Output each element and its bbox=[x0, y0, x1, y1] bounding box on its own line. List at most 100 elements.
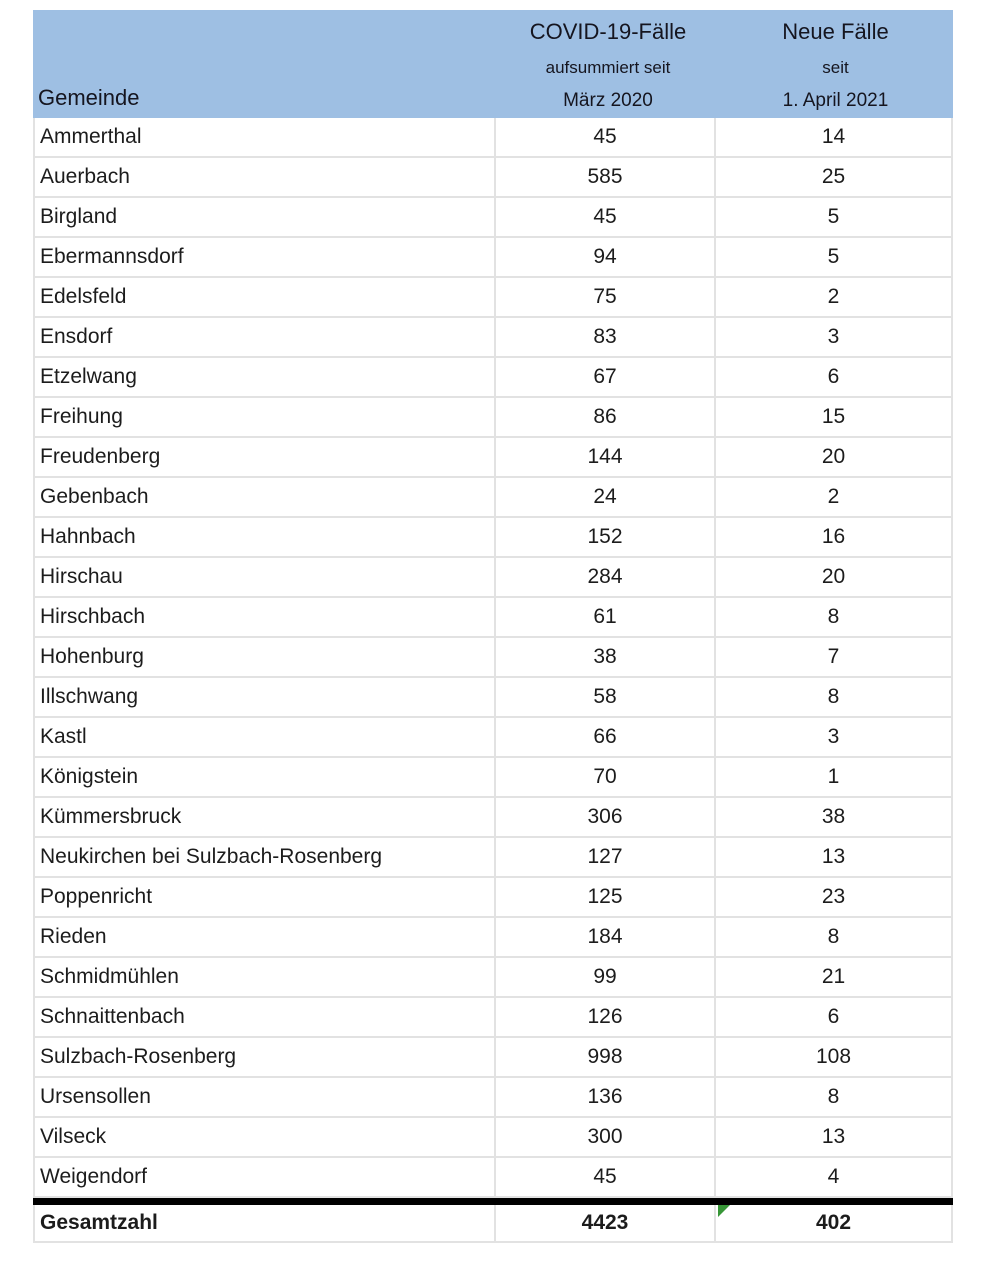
table-row: Schnaittenbach 126 6 bbox=[35, 998, 951, 1038]
table-row: Rieden 184 8 bbox=[35, 918, 951, 958]
gemeinde-cell: Illschwang bbox=[35, 678, 496, 716]
gemeinde-cell: Hohenburg bbox=[35, 638, 496, 676]
new-cases-cell: 5 bbox=[827, 205, 840, 228]
cases-cell: 300 bbox=[496, 1118, 716, 1156]
column-header-cases-line2: aufsummiert seit bbox=[545, 57, 671, 77]
table-header-row: Gemeinde COVID-19-Fälle aufsummiert seit… bbox=[33, 10, 953, 118]
gemeinde-cell: Schnaittenbach bbox=[35, 998, 496, 1036]
table-body: Ammerthal 45 14 Auerbach 585 25 Birgland… bbox=[33, 118, 953, 1198]
cases-cell: 70 bbox=[496, 758, 716, 796]
column-header-cases-line1: COVID-19-Fälle bbox=[529, 19, 687, 44]
table-row: Edelsfeld 75 2 bbox=[35, 278, 951, 318]
table-row: Neukirchen bei Sulzbach-Rosenberg 127 13 bbox=[35, 838, 951, 878]
new-cases-cell: 2 bbox=[827, 285, 840, 308]
cases-cell: 284 bbox=[496, 558, 716, 596]
cell-error-indicator-icon bbox=[718, 1205, 730, 1217]
cases-cell: 24 bbox=[496, 478, 716, 516]
gemeinde-cell: Rieden bbox=[35, 918, 496, 956]
new-cases-cell: 1 bbox=[827, 765, 840, 788]
new-cases-cell: 8 bbox=[827, 1085, 840, 1108]
gemeinde-cell: Hirschau bbox=[35, 558, 496, 596]
column-header-new-cases: Neue Fälle seit 1. April 2021 bbox=[718, 10, 953, 118]
cases-cell: 38 bbox=[496, 638, 716, 676]
cases-cell: 306 bbox=[496, 798, 716, 836]
gemeinde-cell: Auerbach bbox=[35, 158, 496, 196]
table-row: Auerbach 585 25 bbox=[35, 158, 951, 198]
gemeinde-cell: Birgland bbox=[35, 198, 496, 236]
cases-cell: 998 bbox=[496, 1038, 716, 1076]
total-label: Gesamtzahl bbox=[35, 1205, 496, 1241]
table-row: Vilseck 300 13 bbox=[35, 1118, 951, 1158]
table-row: Hirschau 284 20 bbox=[35, 558, 951, 598]
column-header-gemeinde: Gemeinde bbox=[38, 85, 140, 110]
gemeinde-cell: Edelsfeld bbox=[35, 278, 496, 316]
table-row: Königstein 70 1 bbox=[35, 758, 951, 798]
column-header-cases-line3: März 2020 bbox=[563, 90, 653, 111]
gemeinde-cell: Weigendorf bbox=[35, 1158, 496, 1196]
gemeinde-cell: Schmidmühlen bbox=[35, 958, 496, 996]
table-row: Ammerthal 45 14 bbox=[35, 118, 951, 158]
new-cases-cell: 38 bbox=[821, 805, 846, 828]
table-row: Schmidmühlen 99 21 bbox=[35, 958, 951, 998]
table-row: Hahnbach 152 16 bbox=[35, 518, 951, 558]
gemeinde-cell: Kümmersbruck bbox=[35, 798, 496, 836]
new-cases-cell: 20 bbox=[821, 565, 846, 588]
table-row: Poppenricht 125 23 bbox=[35, 878, 951, 918]
table-row: Ebermannsdorf 94 5 bbox=[35, 238, 951, 278]
gemeinde-cell: Königstein bbox=[35, 758, 496, 796]
new-cases-cell: 23 bbox=[821, 885, 846, 908]
gemeinde-cell: Neukirchen bei Sulzbach-Rosenberg bbox=[35, 838, 496, 876]
table-row: Sulzbach-Rosenberg 998 108 bbox=[35, 1038, 951, 1078]
total-row-top-border bbox=[33, 1198, 953, 1205]
cases-cell: 94 bbox=[496, 238, 716, 276]
gemeinde-cell: Vilseck bbox=[35, 1118, 496, 1156]
new-cases-cell: 20 bbox=[821, 445, 846, 468]
new-cases-cell: 13 bbox=[821, 845, 846, 868]
total-row: Gesamtzahl 4423 402 bbox=[33, 1205, 953, 1243]
table-row: Ursensollen 136 8 bbox=[35, 1078, 951, 1118]
cases-cell: 152 bbox=[496, 518, 716, 556]
cases-cell: 86 bbox=[496, 398, 716, 436]
table-row: Kümmersbruck 306 38 bbox=[35, 798, 951, 838]
gemeinde-cell: Hahnbach bbox=[35, 518, 496, 556]
gemeinde-cell: Sulzbach-Rosenberg bbox=[35, 1038, 496, 1076]
gemeinde-cell: Ammerthal bbox=[35, 118, 496, 156]
cases-cell: 127 bbox=[496, 838, 716, 876]
gemeinde-cell: Ursensollen bbox=[35, 1078, 496, 1116]
gemeinde-cell: Ebermannsdorf bbox=[35, 238, 496, 276]
new-cases-cell: 8 bbox=[827, 685, 840, 708]
cases-cell: 184 bbox=[496, 918, 716, 956]
new-cases-cell: 6 bbox=[827, 1005, 840, 1028]
table-row: Hohenburg 38 7 bbox=[35, 638, 951, 678]
column-header-cases: COVID-19-Fälle aufsummiert seit März 202… bbox=[498, 10, 718, 118]
cases-cell: 83 bbox=[496, 318, 716, 356]
new-cases-cell: 7 bbox=[827, 645, 840, 668]
table-row: Hirschbach 61 8 bbox=[35, 598, 951, 638]
table-row: Freudenberg 144 20 bbox=[35, 438, 951, 478]
gemeinde-cell: Freudenberg bbox=[35, 438, 496, 476]
table-row: Illschwang 58 8 bbox=[35, 678, 951, 718]
cases-cell: 585 bbox=[496, 158, 716, 196]
cases-cell: 126 bbox=[496, 998, 716, 1036]
column-header-new-cases-line2: seit bbox=[822, 57, 849, 77]
new-cases-cell: 16 bbox=[821, 525, 846, 548]
gemeinde-cell: Hirschbach bbox=[35, 598, 496, 636]
table-row: Gebenbach 24 2 bbox=[35, 478, 951, 518]
new-cases-cell: 8 bbox=[827, 605, 840, 628]
new-cases-cell: 2 bbox=[827, 485, 840, 508]
new-cases-cell: 3 bbox=[827, 325, 840, 348]
cases-cell: 136 bbox=[496, 1078, 716, 1116]
cases-cell: 45 bbox=[496, 118, 716, 156]
new-cases-cell: 14 bbox=[821, 125, 846, 148]
cases-cell: 75 bbox=[496, 278, 716, 316]
cases-cell: 125 bbox=[496, 878, 716, 916]
new-cases-cell: 108 bbox=[815, 1045, 852, 1068]
table-row: Etzelwang 67 6 bbox=[35, 358, 951, 398]
new-cases-cell: 8 bbox=[827, 925, 840, 948]
column-header-new-cases-line1: Neue Fälle bbox=[782, 19, 889, 44]
new-cases-cell: 15 bbox=[821, 405, 846, 428]
new-cases-cell: 6 bbox=[827, 365, 840, 388]
gemeinde-cell: Ensdorf bbox=[35, 318, 496, 356]
gemeinde-cell: Freihung bbox=[35, 398, 496, 436]
